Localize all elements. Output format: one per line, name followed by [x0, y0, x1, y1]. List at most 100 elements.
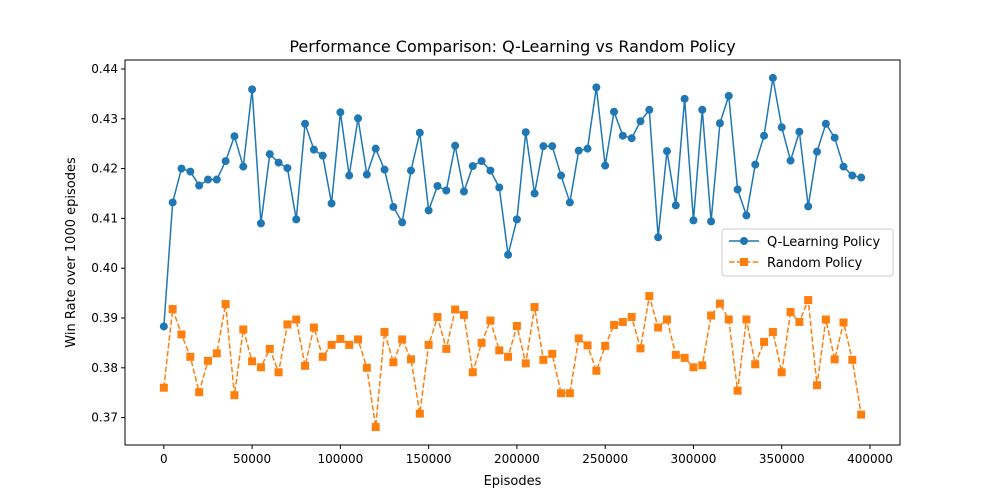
data-point	[645, 105, 654, 114]
x-tick-label: 50000	[233, 452, 271, 466]
data-point	[433, 312, 442, 321]
y-axis-label: Win Rate over 1000 episodes	[64, 157, 79, 348]
data-point	[459, 187, 468, 196]
data-point	[601, 161, 610, 170]
data-point	[486, 316, 495, 325]
data-point	[495, 183, 504, 192]
data-point	[212, 175, 221, 184]
data-point	[354, 335, 363, 344]
data-point	[857, 173, 866, 182]
data-point	[389, 358, 398, 367]
data-point	[786, 156, 795, 165]
data-point	[239, 325, 248, 334]
data-point	[751, 160, 760, 169]
data-point	[592, 366, 601, 375]
data-point	[821, 119, 830, 128]
data-point	[486, 166, 495, 175]
data-point	[671, 201, 680, 210]
legend-label: Random Policy	[767, 256, 863, 271]
data-point	[406, 166, 415, 175]
y-tick-label: 0.43	[91, 112, 118, 126]
data-point	[301, 361, 310, 370]
data-point	[477, 157, 486, 166]
data-point	[274, 158, 283, 167]
data-point	[477, 338, 486, 347]
data-point	[724, 91, 733, 100]
data-point	[539, 355, 548, 364]
data-point	[574, 334, 583, 343]
data-point	[451, 141, 460, 150]
data-point	[557, 171, 566, 180]
data-point	[292, 315, 301, 324]
data-point	[548, 142, 557, 151]
data-point	[548, 349, 557, 358]
data-point	[265, 344, 274, 353]
x-tick-label: 350000	[759, 452, 805, 466]
data-point	[362, 170, 371, 179]
x-tick-label: 150000	[406, 452, 452, 466]
data-point	[751, 360, 760, 369]
data-point	[698, 105, 707, 114]
data-point	[583, 341, 592, 350]
data-point	[857, 410, 866, 419]
data-point	[168, 198, 177, 207]
data-point	[406, 355, 415, 364]
data-point	[468, 368, 477, 377]
data-point	[530, 189, 539, 198]
data-point	[592, 83, 601, 92]
data-point	[159, 322, 168, 331]
legend-item: Q-Learning Policy	[729, 235, 881, 250]
data-point	[795, 127, 804, 136]
axes-frame	[124, 59, 901, 446]
data-point	[521, 128, 530, 137]
data-point	[389, 202, 398, 211]
data-point	[318, 352, 327, 361]
data-point	[398, 218, 407, 227]
legend: Q-Learning Policy Random Policy	[721, 228, 894, 277]
data-point	[362, 363, 371, 372]
data-point	[177, 164, 186, 173]
data-point	[707, 311, 716, 320]
data-point	[283, 164, 292, 173]
data-point	[848, 171, 857, 180]
data-point	[327, 199, 336, 208]
data-point	[715, 299, 724, 308]
data-point	[265, 150, 274, 159]
data-point	[654, 323, 663, 332]
data-point	[848, 355, 857, 364]
data-point	[274, 368, 283, 377]
data-point	[565, 389, 574, 398]
data-point	[371, 144, 380, 153]
data-point	[415, 409, 424, 418]
data-point	[212, 349, 221, 358]
data-point	[618, 317, 627, 326]
data-point	[610, 320, 619, 329]
y-tick-label: 0.40	[91, 261, 118, 275]
data-point	[671, 350, 680, 359]
data-point	[345, 340, 354, 349]
series-line	[163, 295, 862, 428]
data-point	[345, 171, 354, 180]
data-point	[777, 368, 786, 377]
y-tick-label: 0.41	[91, 211, 118, 225]
data-point	[733, 185, 742, 194]
data-point	[283, 320, 292, 329]
data-point	[804, 202, 813, 211]
data-point	[248, 357, 257, 366]
data-point	[195, 181, 204, 190]
data-point	[230, 391, 239, 400]
series-layer	[159, 73, 866, 432]
data-point	[786, 308, 795, 317]
data-point	[230, 132, 239, 141]
data-point	[557, 389, 566, 398]
data-point	[698, 361, 707, 370]
data-point	[574, 146, 583, 155]
legend-marker	[740, 258, 748, 266]
data-point	[645, 292, 654, 301]
y-tick-label: 0.37	[91, 411, 118, 425]
data-point	[371, 423, 380, 432]
y-tick-label: 0.38	[91, 361, 118, 375]
data-point	[839, 318, 848, 327]
data-point	[715, 119, 724, 128]
data-point	[318, 151, 327, 160]
